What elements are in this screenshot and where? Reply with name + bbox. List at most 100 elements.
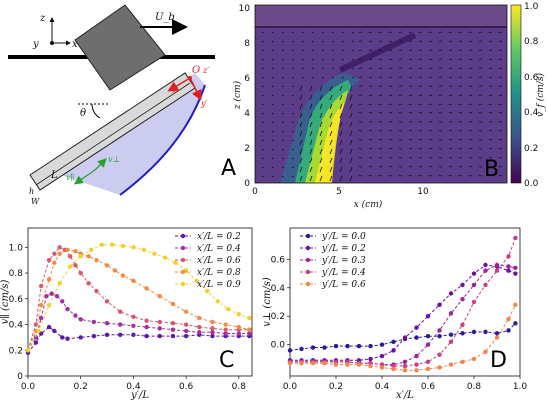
data-point (170, 321, 176, 326)
legend-marker (305, 257, 311, 263)
quiver-arrow (398, 112, 403, 114)
quiver-arrow (281, 31, 284, 34)
data-point (414, 353, 419, 359)
panel-d-xlabel: x′/L (396, 390, 414, 401)
data-point (379, 365, 385, 370)
panel-d-y-ticks: 0.0 0.2 0.4 0.6 (271, 255, 290, 351)
quiver-arrow (408, 175, 413, 177)
quiver-arrow (349, 148, 353, 155)
quiver-arrow (349, 157, 353, 164)
quiver-arrow (498, 58, 503, 60)
quiver-arrow (378, 58, 383, 60)
quiver-arrow (398, 76, 403, 78)
quiver-arrow (378, 130, 383, 132)
quiver-arrow (478, 94, 483, 96)
quiver-arrow (458, 40, 463, 42)
quiver-arrow (468, 175, 473, 177)
quiver-arrow (488, 103, 493, 105)
quiver-arrow (339, 139, 343, 146)
x-prime-arrow-icon (167, 77, 191, 92)
data-point (73, 248, 78, 254)
quiver-arrow (271, 76, 274, 79)
quiver-arrow (261, 157, 264, 160)
data-point (506, 268, 511, 273)
quiver-arrow (388, 157, 393, 159)
panel-d-ylabel: v⊥ (cm/s) (262, 277, 273, 327)
quiver-arrow (368, 130, 373, 132)
quiver-arrow (281, 112, 284, 115)
legend-label: y′/L = 0.4 (321, 268, 366, 278)
quiver-arrow (458, 103, 463, 105)
quiver-arrow (261, 85, 264, 88)
data-point (368, 356, 373, 362)
quiver-arrow (349, 166, 353, 173)
data-point (356, 343, 362, 349)
quiver-arrow (331, 40, 334, 43)
quiver-arrow (291, 31, 294, 34)
quiver-arrow (351, 40, 354, 43)
data-point (162, 255, 168, 260)
quiver-arrow (378, 40, 383, 42)
quiver-arrow (351, 76, 354, 79)
x-tick-label: 0.6 (179, 382, 194, 392)
quiver-arrow (358, 112, 363, 114)
x-tick-label: 0.6 (421, 382, 436, 392)
v-perp-label: v⊥ (108, 155, 120, 164)
data-point (104, 332, 110, 338)
data-point (49, 291, 54, 296)
cbar-tick: 0.4 (524, 108, 539, 118)
quiver-arrow (311, 40, 314, 43)
data-point (247, 315, 252, 321)
panel-d-frame (289, 227, 521, 377)
quiver-arrow (299, 139, 303, 146)
quiver-arrow (271, 85, 274, 88)
data-point (104, 299, 110, 304)
quiver-arrow (368, 103, 373, 105)
data-point (425, 366, 431, 372)
data-point (483, 329, 488, 335)
quiver-arrow (408, 103, 413, 105)
data-point (223, 331, 228, 336)
quiver-arrow (488, 175, 493, 177)
quiver-arrow (281, 76, 284, 79)
legend-label: y′/L = 0.0 (321, 232, 366, 242)
data-point (322, 360, 327, 366)
quiver-arrow (408, 94, 413, 96)
quiver-arrow (418, 130, 423, 132)
quiver-arrow (271, 58, 274, 61)
quiver-arrow (418, 112, 423, 114)
x-tick-label: 0.8 (232, 382, 247, 392)
data-point (131, 278, 136, 283)
quiver-arrow (368, 94, 373, 96)
data-point (120, 273, 126, 278)
data-point (57, 251, 62, 256)
quiver-arrow (468, 157, 473, 159)
data-point (425, 359, 431, 364)
quiver-arrow (378, 85, 383, 87)
quiver-arrow (301, 67, 304, 70)
quiver-arrow (418, 103, 423, 105)
quiver-arrow (398, 175, 403, 177)
y-tick-label: 0.2 (271, 312, 285, 322)
data-point (448, 339, 454, 345)
panel-c-series (25, 242, 252, 356)
data-point (471, 271, 477, 276)
panel-c-legend: x′/L = 0.2 x′/L = 0.4 x′/L = 0.6 x′/L = 0.8… (175, 232, 241, 290)
quiver-arrow (478, 166, 483, 168)
quiver-arrow (339, 85, 343, 92)
quiver-arrow (418, 58, 423, 60)
data-point (170, 327, 176, 332)
quiver-arrow (478, 67, 483, 69)
quiver-arrow (261, 130, 264, 133)
quiver-arrow (329, 148, 333, 155)
quiver-arrow (408, 121, 413, 123)
data-point (437, 365, 442, 370)
data-point (157, 294, 162, 299)
quiver-arrow (428, 85, 433, 87)
quiver-arrow (301, 49, 304, 52)
quiver-arrow (428, 157, 433, 159)
data-point (287, 348, 293, 353)
quiver-arrow (408, 85, 413, 87)
data-point (118, 322, 123, 327)
quiver-arrow (281, 121, 284, 124)
